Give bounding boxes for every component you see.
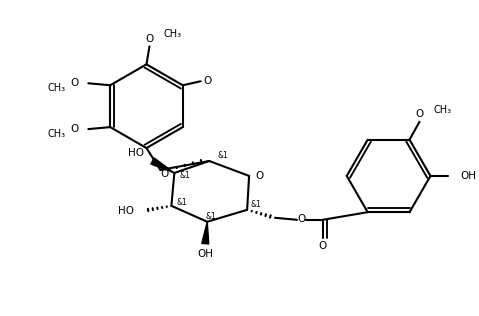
Text: &1: &1 [176,198,187,207]
Text: HO: HO [128,148,145,158]
Text: O: O [145,34,154,45]
Text: O: O [160,169,169,179]
Text: OH: OH [460,171,476,181]
Text: O: O [319,241,327,251]
Text: HO: HO [117,206,134,216]
Text: O: O [415,109,423,119]
Text: CH₃: CH₃ [47,129,66,139]
Text: O: O [255,171,263,181]
Text: CH₃: CH₃ [47,83,66,93]
Text: &1: &1 [205,212,216,221]
Text: &1: &1 [250,200,261,209]
Text: OH: OH [197,249,213,259]
Polygon shape [151,158,174,173]
Text: CH₃: CH₃ [433,105,452,115]
Text: CH₃: CH₃ [163,29,182,40]
Text: O: O [298,214,306,224]
Text: O: O [204,76,212,86]
Polygon shape [202,222,209,244]
Text: O: O [70,124,79,134]
Text: &1: &1 [179,172,190,180]
Text: &1: &1 [217,150,228,160]
Text: O: O [70,78,79,88]
